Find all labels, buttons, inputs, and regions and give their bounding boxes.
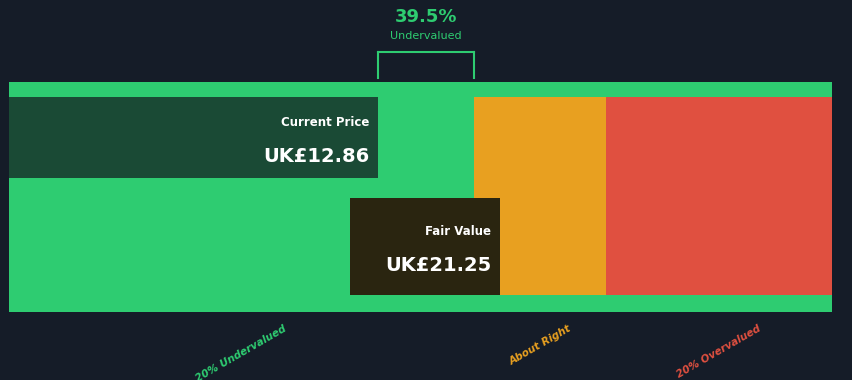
Bar [605,198,831,295]
Bar [9,178,474,198]
Text: Fair Value: Fair Value [424,225,491,238]
Text: About Right: About Right [507,323,572,367]
Text: 20% Overvalued: 20% Overvalued [674,323,762,380]
Text: 39.5%: 39.5% [394,8,457,26]
Bar [9,295,831,312]
Bar [9,97,377,178]
Text: Current Price: Current Price [281,116,369,129]
Bar [605,97,831,178]
Text: UK£12.86: UK£12.86 [263,147,369,166]
Bar [350,198,499,295]
Bar [474,97,605,178]
Bar [474,198,605,295]
Text: Undervalued: Undervalued [389,32,461,41]
Bar [474,178,605,198]
Bar [9,97,474,178]
Text: 20% Undervalued: 20% Undervalued [194,323,288,380]
Bar [9,198,474,295]
Text: UK£21.25: UK£21.25 [384,256,491,275]
Bar [605,178,831,198]
Bar [9,82,831,97]
